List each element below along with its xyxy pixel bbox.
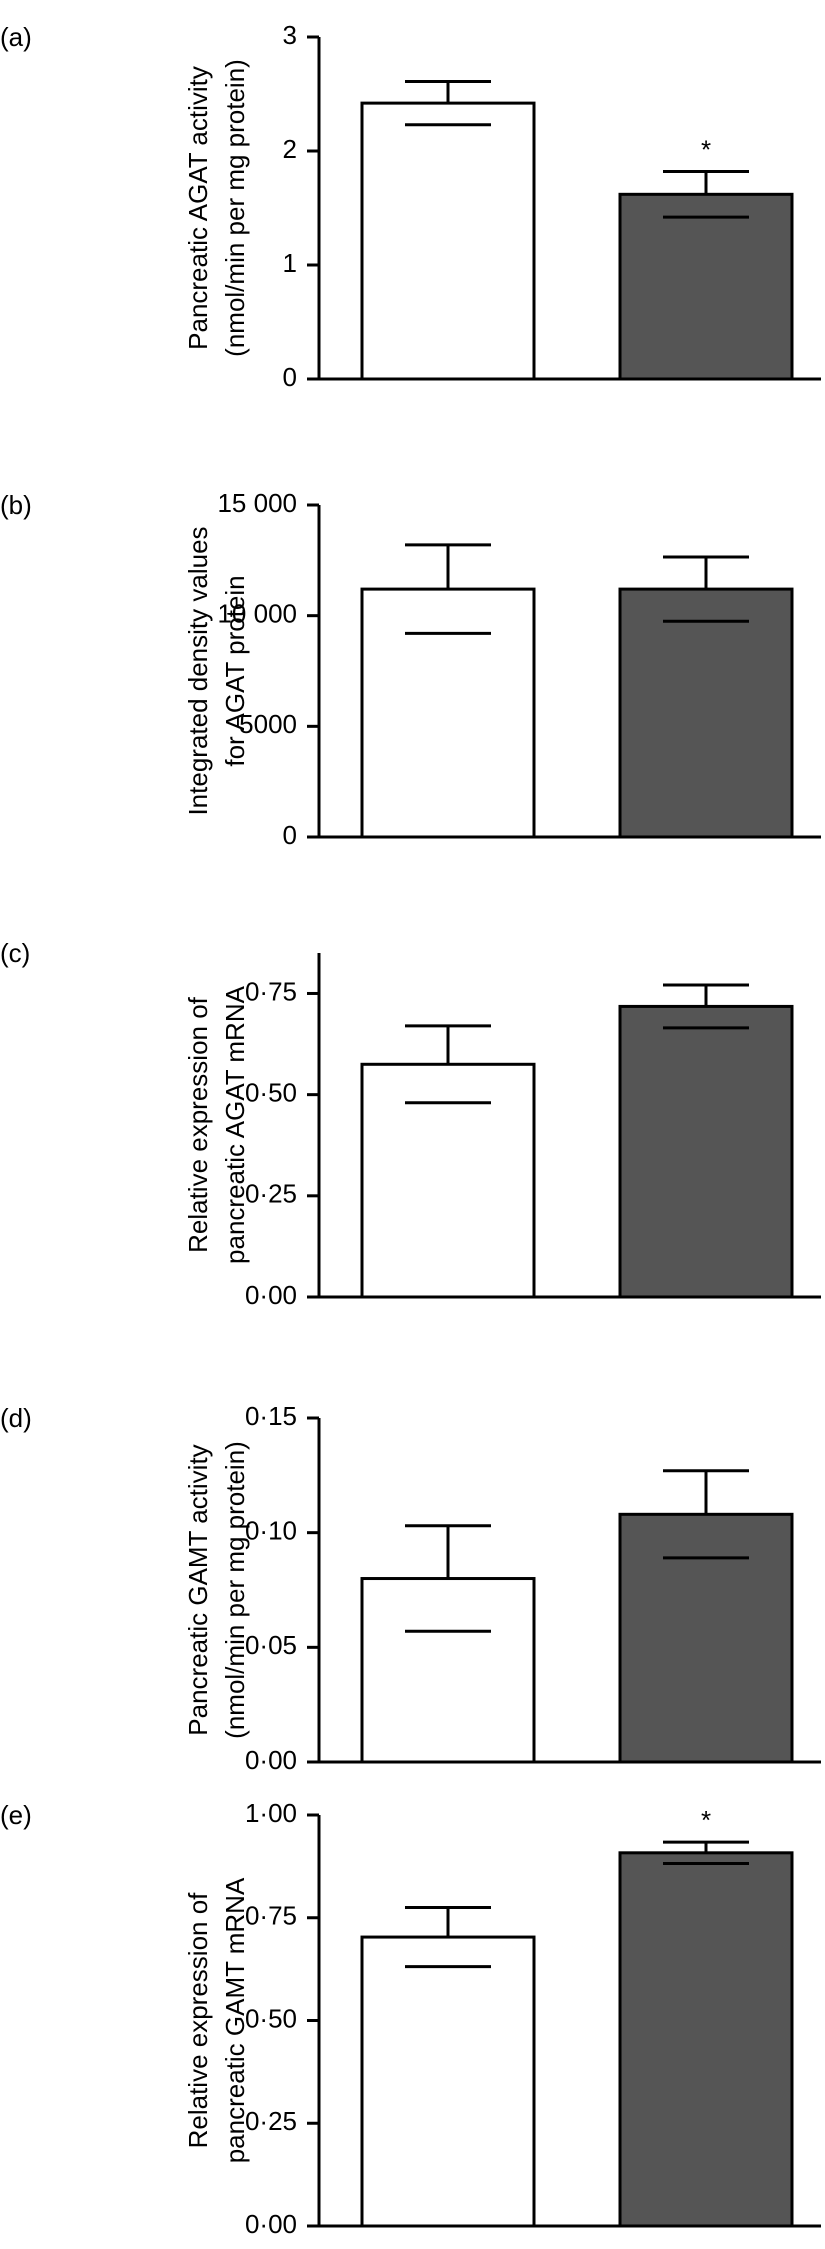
y-tick-label: 0·75 <box>245 976 297 1006</box>
bar <box>618 1004 794 1299</box>
panel-label: (c) <box>0 938 30 968</box>
y-axis-label: Relative expression of <box>183 996 213 1253</box>
y-axis-label: (nmol/min per mg protein) <box>220 59 250 357</box>
bar <box>618 1851 794 2228</box>
y-tick-label: 0·05 <box>245 1630 297 1660</box>
y-tick-label: 0 <box>283 362 297 392</box>
bar <box>618 587 794 839</box>
panel-label: (e) <box>0 1800 32 1830</box>
y-tick-label: 0·50 <box>245 2003 297 2033</box>
y-tick-label: 5000 <box>239 709 297 739</box>
y-tick-label: 0·00 <box>245 1280 297 1310</box>
bar <box>618 1512 794 1764</box>
y-axis-label: Relative expression of <box>183 1892 213 2149</box>
y-tick-label: 0·50 <box>245 1078 297 1108</box>
significance-marker: * <box>701 134 711 164</box>
bar <box>360 101 536 381</box>
y-tick-label: 0·25 <box>245 2106 297 2136</box>
y-axis-label: Pancreatic GAMT activity <box>183 1444 213 1735</box>
y-tick-label: 2 <box>283 134 297 164</box>
y-tick-label: 10 000 <box>217 599 297 629</box>
y-axis-label: pancreatic AGAT mRNA <box>220 985 250 1264</box>
y-tick-label: 0·10 <box>245 1516 297 1546</box>
y-tick-label: 3 <box>283 20 297 50</box>
y-tick-label: 1·00 <box>245 1798 297 1828</box>
bar <box>360 1062 536 1299</box>
bar <box>618 192 794 381</box>
y-tick-label: 0·00 <box>245 1745 297 1775</box>
y-axis-label: for AGAT protein <box>220 575 250 766</box>
y-tick-label: 15 000 <box>217 488 297 518</box>
bar <box>360 587 536 839</box>
y-tick-label: 0·75 <box>245 1901 297 1931</box>
y-axis-label: Integrated density values <box>183 526 213 815</box>
y-axis-label: pancreatic GAMT mRNA <box>220 1877 250 2163</box>
y-tick-label: 1 <box>283 248 297 278</box>
y-tick-label: 0 <box>283 820 297 850</box>
significance-marker: * <box>701 1805 711 1835</box>
y-axis-label: (nmol/min per mg protein) <box>220 1441 250 1739</box>
y-tick-label: 0·15 <box>245 1401 297 1431</box>
y-tick-label: 0·25 <box>245 1179 297 1209</box>
y-axis-label: Pancreatic AGAT activity <box>183 66 213 350</box>
panel-label: (b) <box>0 490 32 520</box>
panel-label: (a) <box>0 22 32 52</box>
bar <box>360 1935 536 2228</box>
bar <box>360 1577 536 1764</box>
y-tick-label: 0·00 <box>245 2209 297 2239</box>
panel-label: (d) <box>0 1403 32 1433</box>
